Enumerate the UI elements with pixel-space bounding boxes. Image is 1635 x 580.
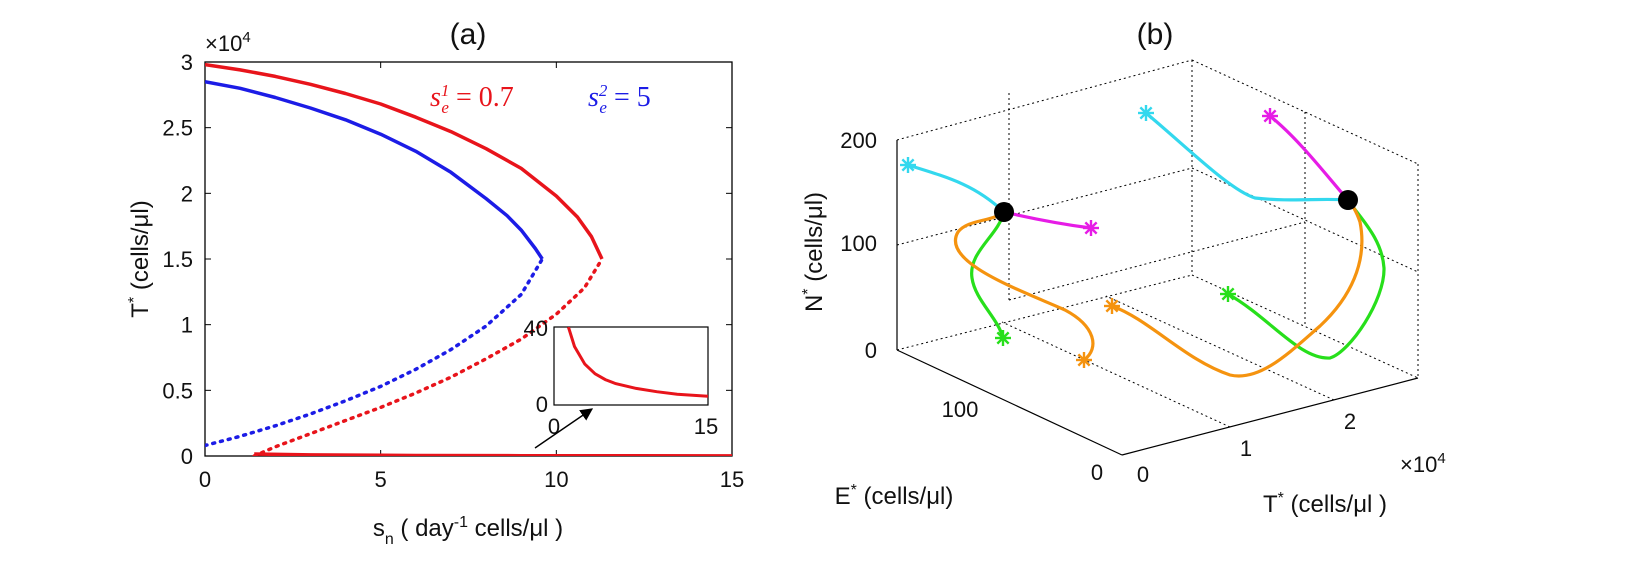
start-marker-star-icon — [1138, 105, 1154, 121]
y-tick-label: 1 — [181, 313, 193, 338]
grid-line — [1008, 221, 1306, 301]
trajectory-right-1 — [1268, 114, 1350, 202]
inset-chart: 40 0 0 15 — [524, 316, 718, 449]
t-tick-0: 0 — [1137, 462, 1149, 487]
trajectory-right-0 — [1144, 111, 1350, 202]
z-tick-0: 0 — [865, 338, 877, 363]
panel-a-x-ticks: 0 5 10 15 — [199, 62, 744, 492]
start-marker-star-icon — [1104, 298, 1120, 314]
start-marker-star-icon — [995, 330, 1011, 346]
legend-entry-se1: s1 e = 0.7 — [430, 81, 514, 117]
series-line-4 — [205, 257, 545, 448]
e-axis-line — [896, 349, 1123, 456]
t-tick-1: 1 — [1240, 436, 1252, 461]
series-line-2 — [254, 452, 732, 456]
box-edge — [896, 59, 1193, 141]
start-marker-star-icon — [1262, 108, 1278, 124]
trajectory-right-3 — [1110, 198, 1364, 378]
y-tick-label: 3 — [181, 50, 193, 75]
z-tick-100: 100 — [840, 231, 877, 256]
y-tick-label: 2.5 — [162, 116, 193, 141]
series-line-3 — [205, 79, 544, 260]
panel-b-title: (b) — [1137, 18, 1174, 51]
start-marker-star-icon — [900, 157, 916, 173]
trajectory-left-3 — [953, 210, 1095, 362]
inset-y-tick-top: 40 — [524, 316, 548, 341]
trajectory-left-2 — [970, 210, 1006, 340]
start-marker-star-icon — [1220, 286, 1236, 302]
x-tick-label: 0 — [199, 467, 211, 492]
start-marker-star-icon — [1083, 220, 1099, 236]
y-tick-label: 1.5 — [162, 247, 193, 272]
inset-plot-area — [553, 326, 709, 406]
e-tick-100: 100 — [942, 397, 979, 422]
t-tick-2: 2 — [1344, 409, 1356, 434]
grid-line — [896, 167, 1193, 246]
trajectory-left-0 — [906, 163, 1006, 214]
box-edge — [896, 274, 1193, 351]
inset-pointer-arrow — [534, 408, 594, 449]
series-line-0 — [205, 62, 604, 260]
equilibrium-left — [994, 202, 1014, 222]
y-tick-label: 2 — [181, 181, 193, 206]
trajectory-left-1 — [1002, 210, 1093, 230]
panel-a-y-exponent: ×104 — [205, 29, 251, 56]
panel-b: (b) — [800, 18, 1446, 518]
panel-a-title: (a) — [450, 18, 487, 51]
trajectory-right-2 — [1226, 198, 1386, 360]
inset-series — [566, 327, 708, 398]
equilibrium-right — [1338, 190, 1358, 210]
series-line-1 — [252, 257, 604, 456]
grid-line — [1105, 295, 1335, 401]
panel-a-x-label: sn ( day-1 cells/μl ) — [373, 514, 563, 548]
e-axis-label: E* (cells/μl) — [835, 482, 954, 510]
x-tick-label: 5 — [375, 467, 387, 492]
t-axis-exponent: ×104 — [1400, 450, 1446, 477]
y-tick-label: 0.5 — [162, 378, 193, 403]
y-tick-label: 0 — [181, 444, 193, 469]
panel-a-y-ticks: 0 0.5 1 1.5 2 2.5 3 — [162, 50, 732, 469]
legend-entry-se2: s2 e = 5 — [588, 81, 651, 117]
start-marker-star-icon — [1076, 352, 1092, 368]
z-axis-label: N* (cells/μl) — [800, 192, 828, 312]
grid-line — [1001, 321, 1231, 428]
z-tick-200: 200 — [840, 128, 877, 153]
t-axis-line — [1121, 377, 1419, 456]
e-tick-0: 0 — [1091, 460, 1103, 485]
x-tick-label: 10 — [544, 467, 568, 492]
inset-series-line — [566, 327, 708, 398]
box-edge — [1191, 59, 1419, 165]
x-tick-label: 15 — [720, 467, 744, 492]
panel-a-y-label: T* (cells/μl) — [126, 200, 154, 317]
t-axis-label: T* (cells/μl ) — [1263, 490, 1387, 518]
panel-a: (a) ×104 0 5 10 15 00.511.522.53 s1 e = 0.7 … — [126, 18, 744, 548]
panel-a-series — [205, 62, 732, 456]
inset-x-tick-right: 15 — [694, 414, 718, 439]
inset-y-tick-bottom: 0 — [536, 392, 548, 417]
trajectories — [900, 105, 1386, 378]
